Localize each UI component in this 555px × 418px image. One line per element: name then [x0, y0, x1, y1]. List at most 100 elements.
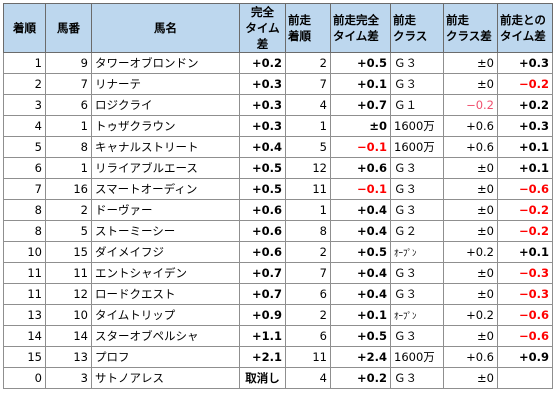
- cell-class-diff: ±0: [443, 220, 498, 242]
- cell-horse-name: プロフ: [91, 346, 240, 368]
- cell-class-diff: ±0: [443, 367, 498, 389]
- cell-class-diff: +0.6: [443, 136, 498, 158]
- cell-prev-time-diff: +0.4: [330, 199, 391, 221]
- cell-horse-name: ダイメイフジ: [91, 241, 240, 263]
- cell-time-diff: +0.7: [239, 262, 286, 284]
- cell-horse-number: 9: [45, 52, 92, 74]
- cell-horse-number: 5: [45, 220, 92, 242]
- table-row: 8 5 ストーミーシー +0.6 8 +0.4 Ｇ２ ±0 −0.2: [3, 220, 553, 242]
- cell-horse-number: 10: [45, 304, 92, 326]
- cell-rank: 13: [3, 304, 46, 326]
- cell-delta: −0.2: [497, 220, 553, 242]
- cell-rank: 0: [3, 367, 46, 389]
- cell-time-diff: +0.7: [239, 283, 286, 305]
- header-row: 着順 馬番 馬名 完全 タイム差 前走 着順 前走完全 タイム差 前走 クラス 前走 クラ…: [3, 3, 553, 53]
- cell-prev-rank: 2: [285, 52, 331, 74]
- cell-class-diff: ±0: [443, 325, 498, 347]
- table-row: 0 3 サトノアレス 取消し 4 +0.2 Ｇ３ ±0: [3, 367, 553, 389]
- cell-prev-rank: 8: [285, 220, 331, 242]
- cell-time-diff: +0.5: [239, 178, 286, 200]
- cell-horse-name: リナーテ: [91, 73, 240, 95]
- cell-class-diff: ±0: [443, 52, 498, 74]
- cell-rank: 1: [3, 52, 46, 74]
- cell-prev-class: Ｇ１: [390, 94, 444, 116]
- cell-horse-number: 1: [45, 157, 92, 179]
- cell-prev-class: 1600万: [390, 136, 444, 158]
- cell-prev-rank: 11: [285, 346, 331, 368]
- cell-time-diff: +0.6: [239, 241, 286, 263]
- header-time-diff: 完全 タイム差: [239, 3, 286, 53]
- cell-prev-time-diff: +0.1: [330, 304, 391, 326]
- cell-prev-time-diff: +0.5: [330, 241, 391, 263]
- cell-horse-name: ストーミーシー: [91, 220, 240, 242]
- cell-prev-rank: 1: [285, 115, 331, 137]
- cell-time-diff: +2.1: [239, 346, 286, 368]
- cell-prev-time-diff: −0.1: [330, 136, 391, 158]
- cell-prev-class: Ｇ３: [390, 52, 444, 74]
- cell-prev-time-diff: +0.6: [330, 157, 391, 179]
- cell-time-diff: +0.3: [239, 73, 286, 95]
- cell-prev-class: Ｇ２: [390, 220, 444, 242]
- cell-delta: −0.6: [497, 304, 553, 326]
- cell-horse-number: 11: [45, 262, 92, 284]
- cell-rank: 5: [3, 136, 46, 158]
- cell-horse-name: スターオブペルシャ: [91, 325, 240, 347]
- cell-prev-time-diff: +0.5: [330, 52, 391, 74]
- race-results-table: 着順 馬番 馬名 完全 タイム差 前走 着順 前走完全 タイム差 前走 クラス 前走 クラ…: [3, 3, 553, 389]
- cell-delta: +0.1: [497, 136, 553, 158]
- cell-horse-name: エントシャイデン: [91, 262, 240, 284]
- cell-prev-class: 1600万: [390, 346, 444, 368]
- header-delta: 前走との タイム差: [497, 3, 553, 53]
- cell-time-diff: +0.6: [239, 220, 286, 242]
- cell-prev-rank: 11: [285, 178, 331, 200]
- cell-prev-rank: 7: [285, 73, 331, 95]
- cell-prev-time-diff: −0.1: [330, 178, 391, 200]
- cell-horse-name: タワーオブロンドン: [91, 52, 240, 74]
- cell-horse-number: 7: [45, 73, 92, 95]
- cell-prev-time-diff: +0.5: [330, 325, 391, 347]
- cell-horse-name: ロードクエスト: [91, 283, 240, 305]
- cell-prev-class: Ｇ３: [390, 325, 444, 347]
- cell-prev-class: Ｇ３: [390, 262, 444, 284]
- cell-prev-rank: 12: [285, 157, 331, 179]
- cell-rank: 8: [3, 220, 46, 242]
- cell-prev-rank: 2: [285, 241, 331, 263]
- cell-delta: [497, 367, 553, 389]
- cell-class-diff: +0.2: [443, 304, 498, 326]
- cell-delta: −0.2: [497, 199, 553, 221]
- cell-prev-rank: 5: [285, 136, 331, 158]
- cell-class-diff: +0.6: [443, 115, 498, 137]
- cell-horse-number: 15: [45, 241, 92, 263]
- cell-horse-name: スマートオーディン: [91, 178, 240, 200]
- cell-class-diff: ±0: [443, 157, 498, 179]
- cell-delta: +0.1: [497, 157, 553, 179]
- header-prev-class: 前走 クラス: [390, 3, 444, 53]
- cell-prev-time-diff: +2.4: [330, 346, 391, 368]
- cell-horse-number: 8: [45, 136, 92, 158]
- cell-prev-rank: 1: [285, 199, 331, 221]
- cell-prev-class: ｵｰﾌﾟﾝ: [390, 304, 444, 326]
- table-row: 7 16 スマートオーディン +0.5 11 −0.1 Ｇ３ ±0 −0.6: [3, 178, 553, 200]
- table-row: 14 14 スターオブペルシャ +1.1 6 +0.5 Ｇ３ ±0 −0.6: [3, 325, 553, 347]
- cell-rank: 2: [3, 73, 46, 95]
- table-row: 15 13 プロフ +2.1 11 +2.4 1600万 +0.6 +0.9: [3, 346, 553, 368]
- cell-horse-name: キャナルストリート: [91, 136, 240, 158]
- table-row: 4 1 トゥザクラウン +0.3 1 ±0 1600万 +0.6 +0.3: [3, 115, 553, 137]
- cell-class-diff: ±0: [443, 178, 498, 200]
- header-horse-number: 馬番: [45, 3, 92, 53]
- cell-prev-class: 1600万: [390, 115, 444, 137]
- header-rank: 着順: [3, 3, 46, 53]
- table-row: 5 8 キャナルストリート +0.4 5 −0.1 1600万 +0.6 +0.1: [3, 136, 553, 158]
- cell-class-diff: ±0: [443, 283, 498, 305]
- cell-prev-class: Ｇ３: [390, 283, 444, 305]
- table-row: 2 7 リナーテ +0.3 7 +0.1 Ｇ３ ±0 −0.2: [3, 73, 553, 95]
- header-horse-name: 馬名: [91, 3, 240, 53]
- cell-rank: 6: [3, 157, 46, 179]
- table-row: 10 15 ダイメイフジ +0.6 2 +0.5 ｵｰﾌﾟﾝ +0.2 +0.1: [3, 241, 553, 263]
- cell-time-diff: +0.2: [239, 52, 286, 74]
- table-row: 8 2 ドーヴァー +0.6 1 +0.4 Ｇ３ ±0 −0.2: [3, 199, 553, 221]
- cell-rank: 11: [3, 283, 46, 305]
- cell-delta: +0.3: [497, 52, 553, 74]
- cell-prev-class: Ｇ３: [390, 178, 444, 200]
- cell-delta: −0.6: [497, 178, 553, 200]
